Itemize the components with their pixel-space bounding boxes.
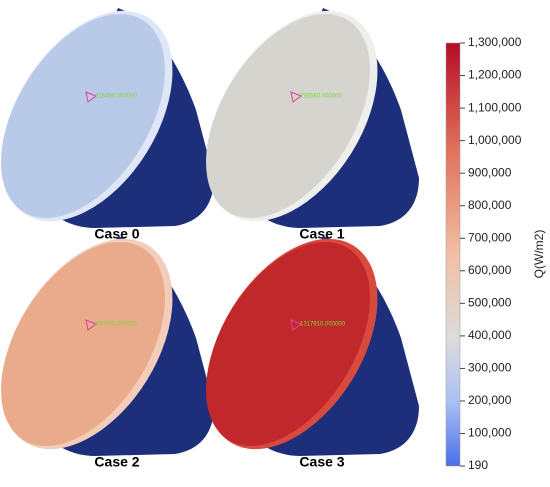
colorbar-tick-label: 900,000 bbox=[468, 165, 512, 179]
colorbar-tick-label: 1,300,000 bbox=[468, 35, 522, 49]
cone-panel: 216496.000000 Case 0 bbox=[1, 8, 214, 242]
cone-face bbox=[206, 13, 370, 219]
colorbar-tick-label: 1,000,000 bbox=[468, 133, 522, 147]
case-label: Case 3 bbox=[299, 454, 344, 470]
colorbar-tick-label: 190 bbox=[468, 458, 488, 472]
probe-marker bbox=[85, 91, 98, 103]
probe-marker bbox=[85, 319, 98, 331]
case-label: Case 0 bbox=[94, 226, 139, 242]
panels: 216496.000000 Case 0 295560.000000 Case 1 65… bbox=[1, 8, 419, 470]
cone-panel: 650760.000000 Case 2 bbox=[1, 236, 214, 470]
probe-value: 1317910.000000 bbox=[300, 322, 346, 328]
colorbar-tick-label: 1,100,000 bbox=[468, 100, 522, 114]
case-label: Case 1 bbox=[299, 226, 344, 242]
probe-value: 650760.000000 bbox=[95, 322, 137, 328]
colorbar-tick-label: 300,000 bbox=[468, 361, 512, 375]
probe-value: 216496.000000 bbox=[95, 94, 137, 100]
colorbar-tick-label: 500,000 bbox=[468, 296, 512, 310]
colorbar-title: Q(W/m2) bbox=[532, 230, 546, 279]
probe-marker bbox=[290, 319, 303, 331]
probe-marker bbox=[290, 91, 303, 103]
case-label: Case 2 bbox=[94, 454, 139, 470]
cone-face bbox=[206, 241, 370, 447]
colorbar-tick-label: 200,000 bbox=[468, 393, 512, 407]
colorbar-tick-label: 800,000 bbox=[468, 198, 512, 212]
probe-value: 295560.000000 bbox=[300, 94, 342, 100]
colorbar-tick-label: 100,000 bbox=[468, 426, 512, 440]
cone-face bbox=[1, 13, 165, 219]
cone-face bbox=[1, 241, 165, 447]
colorbar-tick-label: 400,000 bbox=[468, 328, 512, 342]
cone-panel: 295560.000000 Case 1 bbox=[206, 8, 419, 242]
colorbar-tick-label: 600,000 bbox=[468, 263, 512, 277]
cone-panel: 1317910.000000 Case 3 bbox=[206, 236, 419, 470]
colorbar-tick-label: 700,000 bbox=[468, 230, 512, 244]
colorbar bbox=[445, 42, 461, 467]
colorbar-tick-label: 1,200,000 bbox=[468, 68, 522, 82]
